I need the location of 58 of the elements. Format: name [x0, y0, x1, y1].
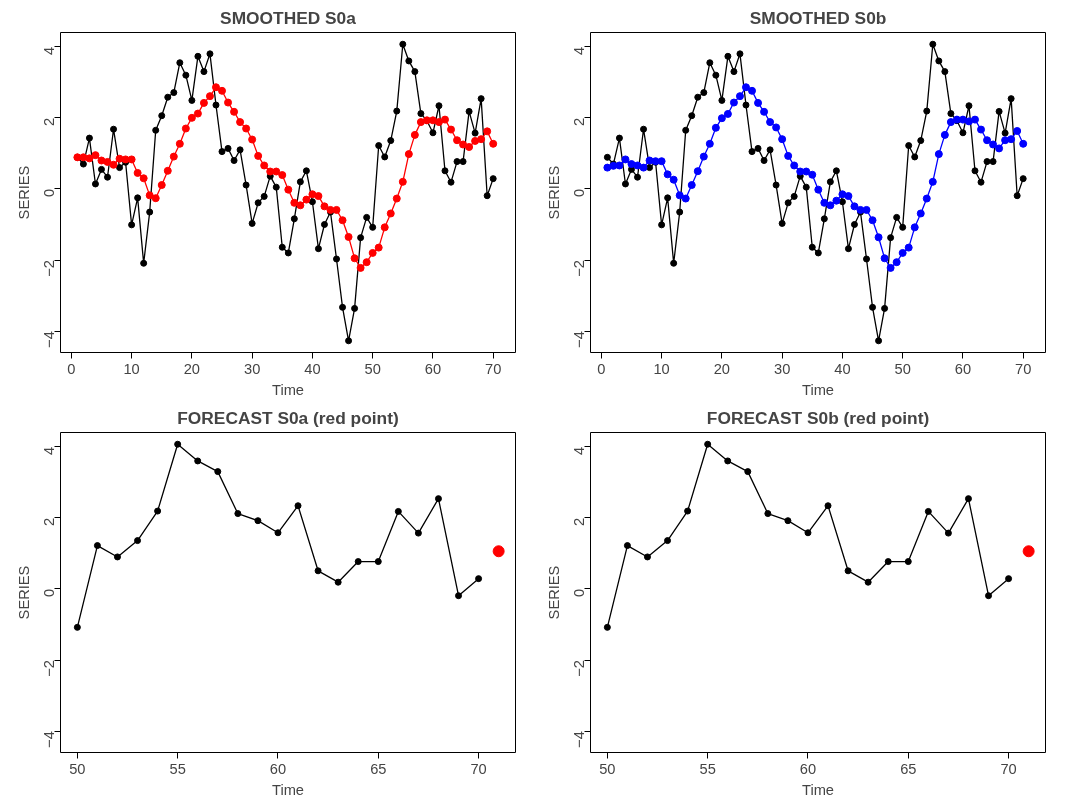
chart-title: SMOOTHED S0a — [220, 7, 357, 28]
x-tick-label: 65 — [370, 760, 387, 777]
y-tick-label: −4 — [41, 731, 58, 748]
y-tick-label: 2 — [571, 117, 588, 126]
x-tick-label: 60 — [424, 360, 442, 377]
y-tick-label: 4 — [41, 46, 58, 55]
y-tick-label: 2 — [41, 117, 58, 126]
x-tick-label: 55 — [699, 760, 716, 777]
y-tick-label: −2 — [571, 660, 588, 677]
y-axis-title: SERIES — [15, 165, 32, 220]
y-axis-title: SERIES — [15, 565, 32, 620]
x-tick-label: 70 — [1000, 760, 1017, 777]
y-axis-title: SERIES — [545, 165, 562, 220]
y-tick-label: −4 — [41, 331, 58, 348]
x-tick-label: 60 — [954, 360, 972, 377]
x-axis-title: Time — [271, 781, 305, 798]
x-tick-label: 0 — [67, 360, 76, 377]
x-tick-label: 20 — [183, 360, 201, 377]
y-tick-label: 2 — [571, 517, 588, 526]
x-tick-label: 65 — [900, 760, 917, 777]
x-tick-label: 50 — [69, 760, 86, 777]
x-axis-title: Time — [801, 381, 835, 398]
x-tick-label: 70 — [1015, 360, 1032, 377]
x-tick-label: 40 — [834, 360, 851, 377]
x-tick-label: 60 — [799, 760, 817, 777]
x-tick-label: 70 — [485, 360, 502, 377]
y-tick-label: −2 — [41, 260, 58, 277]
y-tick-label: 2 — [41, 517, 58, 526]
y-tick-label: 0 — [571, 588, 588, 598]
y-tick-label: −4 — [571, 731, 588, 748]
y-axis-title: SERIES — [545, 565, 562, 620]
x-axis-title: Time — [801, 781, 835, 798]
y-tick-label: −4 — [571, 331, 588, 348]
x-tick-label: 60 — [269, 760, 287, 777]
y-tick-label: 4 — [41, 446, 58, 455]
x-tick-label: 55 — [169, 760, 186, 777]
y-tick-label: 4 — [571, 46, 588, 55]
x-tick-label: 50 — [364, 360, 381, 377]
y-tick-label: 0 — [571, 188, 588, 198]
y-tick-label: −2 — [571, 260, 588, 277]
x-tick-label: 40 — [304, 360, 321, 377]
chart-title: SMOOTHED S0b — [749, 7, 887, 28]
x-tick-label: 10 — [123, 360, 140, 377]
x-tick-label: 10 — [653, 360, 670, 377]
y-tick-label: 0 — [41, 588, 58, 598]
y-tick-label: −2 — [41, 660, 58, 677]
chart-title: FORECAST S0b (red point) — [706, 407, 930, 428]
x-axis-title: Time — [271, 381, 305, 398]
y-tick-label: 0 — [41, 188, 58, 198]
x-tick-label: 50 — [894, 360, 911, 377]
x-tick-label: 30 — [773, 360, 791, 377]
x-tick-label: 30 — [243, 360, 261, 377]
x-tick-label: 0 — [597, 360, 606, 377]
x-tick-label: 20 — [713, 360, 731, 377]
x-tick-label: 70 — [470, 760, 487, 777]
x-tick-label: 50 — [599, 760, 616, 777]
y-tick-label: 4 — [571, 446, 588, 455]
chart-title: FORECAST S0a (red point) — [177, 407, 399, 428]
